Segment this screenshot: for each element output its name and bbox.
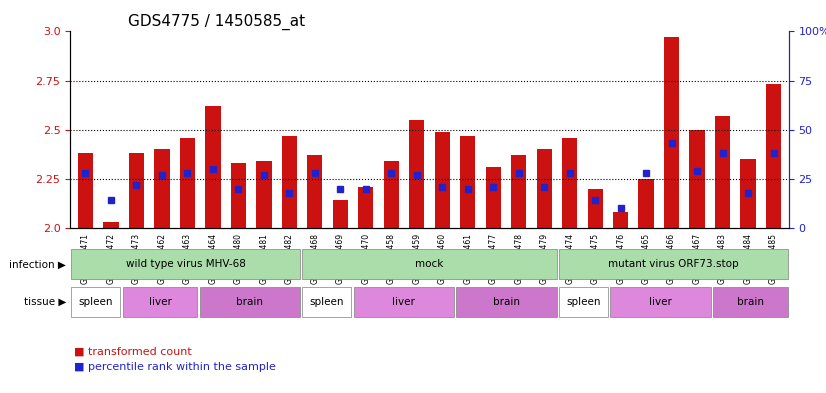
Bar (307, 155, 322, 228)
Bar (180, 138, 195, 228)
Text: GDS4775 / 1450585_at: GDS4775 / 1450585_at (128, 14, 305, 30)
Bar (638, 179, 653, 228)
Bar (206, 106, 221, 228)
FancyBboxPatch shape (559, 249, 787, 279)
Text: ■ percentile rank within the sample: ■ percentile rank within the sample (74, 362, 276, 373)
Bar (562, 138, 577, 228)
Bar (486, 167, 501, 228)
Bar (78, 153, 93, 228)
Bar (230, 163, 246, 228)
Bar (434, 132, 450, 228)
Bar (715, 116, 730, 228)
Bar (358, 187, 373, 228)
Bar (766, 84, 781, 228)
Bar (511, 155, 526, 228)
Bar (154, 149, 169, 228)
FancyBboxPatch shape (72, 249, 300, 279)
FancyBboxPatch shape (200, 286, 300, 317)
FancyBboxPatch shape (713, 286, 787, 317)
Bar (409, 120, 425, 228)
FancyBboxPatch shape (559, 286, 608, 317)
Text: ■ transformed count: ■ transformed count (74, 347, 192, 357)
Bar (690, 130, 705, 228)
Bar (103, 222, 119, 228)
FancyBboxPatch shape (457, 286, 557, 317)
Bar (460, 136, 476, 228)
Bar (129, 153, 144, 228)
FancyBboxPatch shape (302, 249, 557, 279)
Text: tissue ▶: tissue ▶ (24, 297, 66, 307)
Text: infection ▶: infection ▶ (9, 259, 66, 269)
Bar (333, 200, 348, 228)
Bar (664, 37, 679, 228)
Bar (537, 149, 552, 228)
Text: wild type virus MHV-68: wild type virus MHV-68 (126, 259, 245, 269)
Text: mutant virus ORF73.stop: mutant virus ORF73.stop (608, 259, 738, 269)
Text: liver: liver (392, 297, 415, 307)
FancyBboxPatch shape (610, 286, 710, 317)
FancyBboxPatch shape (302, 286, 351, 317)
Text: brain: brain (236, 297, 263, 307)
Bar (256, 161, 272, 228)
Text: liver: liver (149, 297, 172, 307)
Text: spleen: spleen (78, 297, 113, 307)
Text: mock: mock (415, 259, 444, 269)
Text: liver: liver (649, 297, 672, 307)
Bar (740, 159, 756, 228)
Text: brain: brain (737, 297, 764, 307)
FancyBboxPatch shape (72, 286, 121, 317)
FancyBboxPatch shape (354, 286, 454, 317)
FancyBboxPatch shape (123, 286, 197, 317)
Text: spleen: spleen (310, 297, 344, 307)
Bar (383, 161, 399, 228)
Bar (587, 189, 603, 228)
Text: spleen: spleen (567, 297, 601, 307)
Text: brain: brain (493, 297, 520, 307)
Bar (282, 136, 297, 228)
Bar (613, 212, 629, 228)
